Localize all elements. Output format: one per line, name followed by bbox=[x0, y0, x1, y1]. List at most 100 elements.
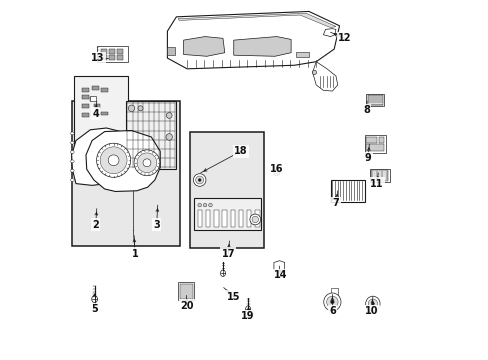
Bar bbox=[371, 170, 387, 181]
Ellipse shape bbox=[92, 296, 97, 303]
Bar bbox=[178, 282, 194, 300]
Bar bbox=[364, 135, 386, 153]
Ellipse shape bbox=[142, 159, 151, 167]
Bar bbox=[296, 52, 308, 57]
Bar bbox=[167, 47, 174, 55]
Bar bbox=[214, 211, 218, 227]
Ellipse shape bbox=[203, 203, 206, 207]
Text: 8: 8 bbox=[362, 105, 369, 115]
Bar bbox=[369, 169, 389, 182]
Ellipse shape bbox=[128, 105, 135, 112]
Bar bbox=[117, 49, 122, 54]
Ellipse shape bbox=[220, 270, 225, 276]
Ellipse shape bbox=[365, 296, 379, 311]
Bar bbox=[82, 88, 89, 92]
Ellipse shape bbox=[198, 203, 201, 207]
Bar bbox=[82, 113, 89, 117]
Ellipse shape bbox=[208, 203, 212, 207]
Text: 6: 6 bbox=[328, 306, 335, 316]
Text: 3: 3 bbox=[153, 220, 160, 230]
Bar bbox=[366, 144, 383, 151]
Bar bbox=[246, 211, 251, 227]
Bar bbox=[109, 55, 115, 59]
Bar bbox=[92, 86, 99, 90]
Polygon shape bbox=[233, 37, 290, 56]
Ellipse shape bbox=[330, 300, 333, 304]
Ellipse shape bbox=[70, 160, 74, 163]
Ellipse shape bbox=[134, 150, 160, 176]
Text: 20: 20 bbox=[180, 301, 193, 311]
Bar bbox=[101, 55, 106, 59]
Bar bbox=[94, 104, 100, 108]
Text: 14: 14 bbox=[273, 270, 286, 280]
Bar bbox=[190, 132, 264, 248]
Text: 15: 15 bbox=[226, 292, 240, 302]
Bar bbox=[179, 284, 192, 299]
Bar bbox=[255, 211, 259, 227]
Bar bbox=[378, 137, 383, 143]
Bar bbox=[330, 180, 364, 202]
Text: 11: 11 bbox=[370, 179, 383, 189]
Text: 7: 7 bbox=[332, 198, 339, 208]
Ellipse shape bbox=[137, 153, 157, 173]
Polygon shape bbox=[178, 13, 335, 28]
Bar bbox=[366, 137, 376, 143]
Ellipse shape bbox=[251, 216, 258, 223]
Bar bbox=[97, 45, 128, 62]
Text: 12: 12 bbox=[338, 33, 351, 43]
Text: 1: 1 bbox=[131, 248, 138, 258]
Bar bbox=[89, 96, 96, 101]
Bar bbox=[74, 76, 128, 151]
Polygon shape bbox=[86, 131, 160, 192]
Text: 19: 19 bbox=[241, 311, 254, 321]
Ellipse shape bbox=[273, 170, 279, 176]
Text: 2: 2 bbox=[92, 220, 99, 230]
Text: 5: 5 bbox=[91, 304, 98, 314]
Ellipse shape bbox=[312, 70, 316, 75]
Bar bbox=[82, 104, 89, 108]
Text: 18: 18 bbox=[234, 146, 247, 156]
Text: 13: 13 bbox=[91, 53, 105, 63]
Ellipse shape bbox=[245, 306, 250, 312]
Bar bbox=[194, 198, 260, 230]
Ellipse shape bbox=[70, 141, 74, 144]
Polygon shape bbox=[72, 128, 129, 185]
Ellipse shape bbox=[108, 155, 119, 166]
Ellipse shape bbox=[326, 296, 337, 308]
Bar bbox=[126, 101, 176, 169]
Bar bbox=[330, 288, 337, 296]
Text: 17: 17 bbox=[221, 248, 235, 258]
Polygon shape bbox=[312, 62, 337, 91]
Bar bbox=[198, 211, 202, 227]
Bar bbox=[366, 94, 384, 107]
Ellipse shape bbox=[371, 302, 373, 305]
Ellipse shape bbox=[193, 174, 205, 186]
Ellipse shape bbox=[70, 169, 74, 172]
Bar bbox=[82, 95, 89, 99]
Bar bbox=[205, 211, 210, 227]
Bar bbox=[101, 112, 107, 116]
Ellipse shape bbox=[323, 293, 340, 311]
Text: 9: 9 bbox=[364, 153, 371, 163]
Polygon shape bbox=[167, 12, 339, 69]
Polygon shape bbox=[273, 261, 284, 271]
Ellipse shape bbox=[70, 150, 74, 153]
Ellipse shape bbox=[70, 132, 74, 135]
Text: 16: 16 bbox=[269, 164, 283, 174]
Ellipse shape bbox=[367, 299, 377, 309]
Bar bbox=[117, 55, 122, 59]
Bar bbox=[230, 211, 235, 227]
Bar bbox=[89, 97, 96, 101]
Bar bbox=[101, 49, 106, 54]
Ellipse shape bbox=[195, 176, 203, 184]
Bar bbox=[238, 211, 243, 227]
Ellipse shape bbox=[100, 147, 127, 174]
Bar bbox=[222, 211, 226, 227]
Polygon shape bbox=[183, 37, 224, 56]
Ellipse shape bbox=[70, 179, 74, 181]
Ellipse shape bbox=[166, 113, 172, 118]
Polygon shape bbox=[323, 29, 335, 37]
Ellipse shape bbox=[249, 214, 260, 225]
Ellipse shape bbox=[96, 143, 130, 177]
Bar bbox=[72, 101, 180, 246]
